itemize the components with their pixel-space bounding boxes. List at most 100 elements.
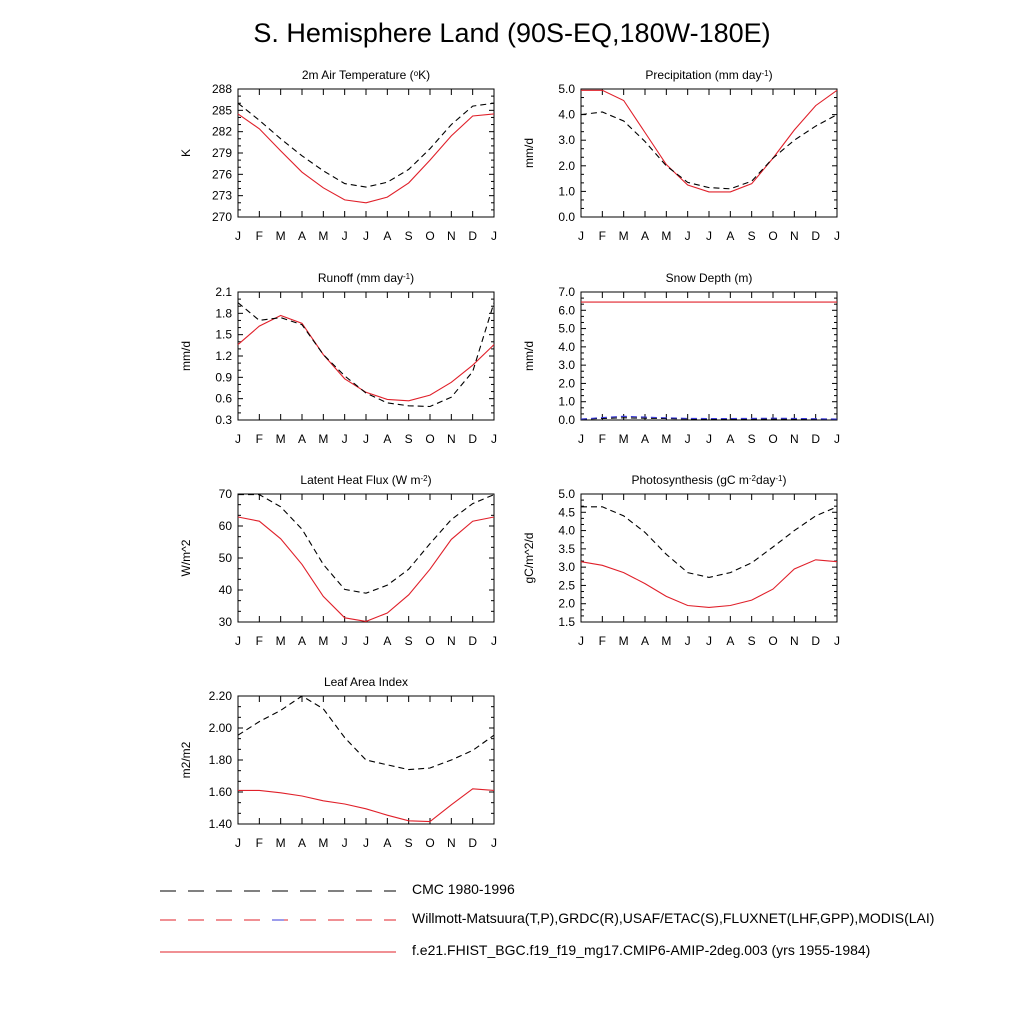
chart-tsa: 2m Air Temperature (oK) 270 273 276 279 282 28… — [179, 68, 497, 243]
x-tick-label: O — [425, 432, 434, 446]
y-axis-label: W/m^2 — [179, 539, 193, 576]
y-tick-label: 1.8 — [215, 306, 232, 320]
x-tick-label: A — [726, 634, 734, 648]
y-tick-label: 1.5 — [558, 615, 575, 629]
x-tick-label: M — [318, 836, 328, 850]
x-tick-label: J — [235, 836, 241, 850]
x-tick-label: O — [768, 634, 777, 648]
chart-title: Latent Heat Flux (W m-2) — [300, 473, 431, 487]
y-tick-label: 1.2 — [215, 349, 232, 363]
y-tick-label: 2.1 — [215, 285, 232, 299]
series-line-model — [581, 89, 838, 193]
x-tick-label: D — [811, 634, 820, 648]
x-tick-label: M — [661, 432, 671, 446]
plot-frame — [237, 291, 495, 421]
y-tick-label: 3.0 — [558, 358, 575, 372]
x-tick-label: J — [363, 229, 369, 243]
y-tick-label: 3.0 — [558, 560, 575, 574]
y-tick-label: 2.5 — [558, 578, 575, 592]
x-tick-label: J — [235, 634, 241, 648]
x-tick-label: J — [685, 229, 691, 243]
y-tick-label: 5.0 — [558, 487, 575, 501]
x-tick-label: J — [834, 634, 840, 648]
y-tick-label: 7.0 — [558, 285, 575, 299]
x-tick-label: M — [276, 836, 286, 850]
figure-title: S. Hemisphere Land (90S-EQ,180W-180E) — [253, 18, 771, 48]
x-tick-label: J — [363, 634, 369, 648]
x-tick-label: A — [298, 634, 306, 648]
x-tick-label: A — [641, 432, 649, 446]
x-tick-label: A — [726, 229, 734, 243]
x-tick-label: A — [383, 836, 391, 850]
y-tick-label: 30 — [219, 615, 233, 629]
x-tick-label: O — [768, 432, 777, 446]
legend-label-cmc: CMC 1980-1996 — [412, 881, 515, 897]
x-tick-label: F — [256, 229, 263, 243]
y-tick-label: 270 — [212, 210, 232, 224]
plot-frame — [237, 493, 495, 623]
charts-canvas: 2m Air Temperature (oK) 270 273 276 279 282 28… — [179, 68, 840, 850]
x-tick-label: N — [447, 432, 456, 446]
legend-label-model: f.e21.FHIST_BGC.f19_f19_mg17.CMIP6-AMIP-… — [412, 942, 871, 958]
y-tick-label: 1.60 — [209, 785, 233, 799]
y-tick-label: 40 — [219, 583, 233, 597]
x-tick-label: J — [706, 432, 712, 446]
y-tick-label: 4.0 — [558, 340, 575, 354]
y-tick-label: 279 — [212, 146, 232, 160]
x-tick-label: D — [811, 229, 820, 243]
x-tick-label: D — [811, 432, 820, 446]
x-tick-label: A — [641, 229, 649, 243]
series-line-model — [237, 314, 495, 402]
x-tick-label: J — [491, 432, 497, 446]
x-tick-label: F — [599, 432, 606, 446]
x-tick-label: N — [447, 229, 456, 243]
x-tick-label: N — [447, 836, 456, 850]
x-tick-label: D — [468, 229, 477, 243]
chart-title: Photosynthesis (gC m-2day-1) — [632, 473, 787, 487]
x-tick-label: S — [405, 432, 413, 446]
x-tick-label: F — [599, 634, 606, 648]
y-axis-label: mm/d — [522, 341, 536, 371]
x-tick-label: O — [425, 836, 434, 850]
y-tick-label: 6.0 — [558, 303, 575, 317]
x-tick-label: F — [256, 836, 263, 850]
x-tick-label: A — [298, 836, 306, 850]
y-tick-label: 0.0 — [558, 210, 575, 224]
x-tick-label: A — [298, 432, 306, 446]
x-tick-label: D — [468, 634, 477, 648]
y-tick-label: 276 — [212, 167, 232, 181]
x-tick-label: J — [235, 229, 241, 243]
y-tick-label: 70 — [219, 487, 233, 501]
x-tick-label: A — [298, 229, 306, 243]
y-tick-label: 1.0 — [558, 184, 575, 198]
x-tick-label: A — [726, 432, 734, 446]
y-tick-label: 60 — [219, 519, 233, 533]
plot-frame — [237, 695, 495, 825]
y-axis-label: mm/d — [179, 341, 193, 371]
y-tick-label: 1.5 — [215, 328, 232, 342]
chart-prect: Precipitation (mm day-1) 0.0 1.0 2.0 3.0 4.0 5… — [522, 68, 840, 243]
x-tick-label: M — [318, 432, 328, 446]
x-tick-label: M — [276, 634, 286, 648]
x-tick-label: N — [790, 634, 799, 648]
series-line-obs — [237, 102, 495, 188]
x-tick-label: M — [661, 229, 671, 243]
x-tick-label: M — [276, 432, 286, 446]
x-tick-label: M — [619, 432, 629, 446]
x-tick-label: J — [706, 634, 712, 648]
plot-frame — [580, 88, 838, 218]
y-tick-label: 2.0 — [558, 376, 575, 390]
x-tick-label: F — [599, 229, 606, 243]
x-tick-label: J — [834, 229, 840, 243]
x-tick-label: O — [768, 229, 777, 243]
x-tick-label: J — [491, 229, 497, 243]
y-tick-label: 0.6 — [215, 392, 232, 406]
series-line-obs — [238, 494, 495, 594]
x-tick-label: J — [578, 432, 584, 446]
x-tick-label: M — [619, 634, 629, 648]
plot-frame — [580, 291, 838, 421]
x-tick-label: S — [405, 634, 413, 648]
plot-frame — [237, 88, 495, 218]
y-tick-label: 5.0 — [558, 322, 575, 336]
